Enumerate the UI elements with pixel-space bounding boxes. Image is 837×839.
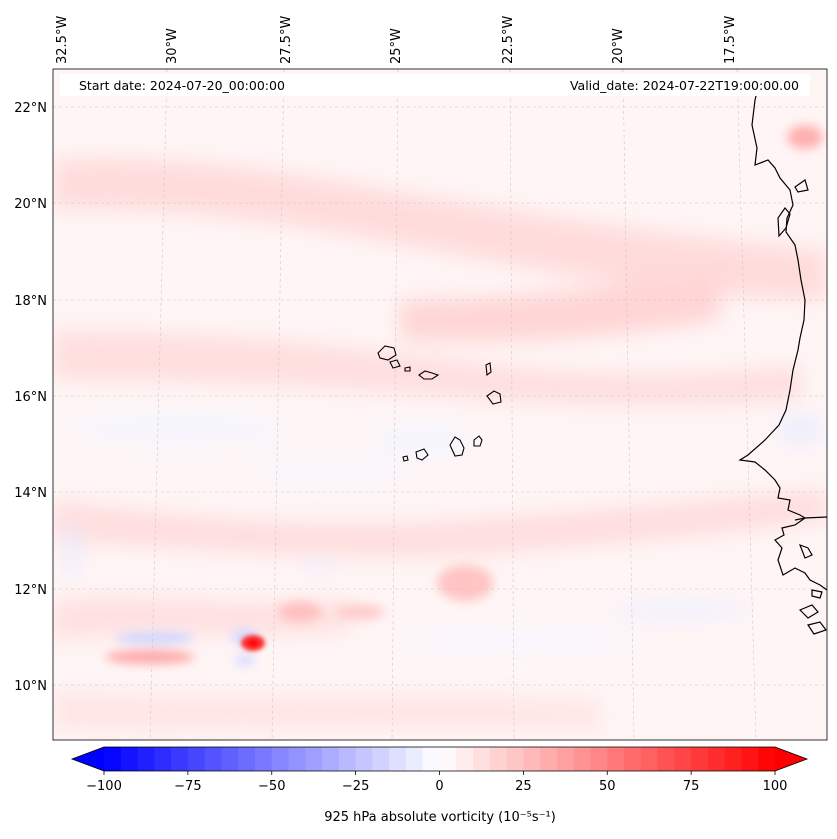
colorbar-segment — [171, 747, 189, 771]
lat-label-20n: 20°N — [14, 197, 47, 212]
start-date-label: Start date: 2024-07-20_00:00:00 — [79, 78, 285, 93]
colorbar-segment — [204, 747, 223, 771]
colorbar-max-extend — [775, 747, 807, 771]
colorbar-segment — [657, 747, 675, 771]
coastline — [738, 79, 827, 635]
colorbar-segment — [355, 747, 374, 771]
colorbar-segment — [607, 747, 625, 771]
latitude-labels: 22°N 20°N 18°N 16°N 14°N 12°N 10°N — [14, 101, 47, 694]
lat-label-12n: 12°N — [14, 583, 47, 598]
colorbar-segment — [405, 747, 424, 771]
colorbar-segment — [322, 747, 340, 771]
colorbar-segments — [104, 747, 776, 771]
colorbar-segment — [372, 747, 390, 771]
lon-label-30w: 30°W — [165, 28, 180, 64]
colorbar-segment — [724, 747, 743, 771]
colorbar-tick-label: 75 — [683, 779, 700, 794]
map-frame — [52, 68, 828, 741]
colorbar-segment — [741, 747, 759, 771]
colorbar-segment — [288, 747, 306, 771]
colorbar-segment — [707, 747, 726, 771]
colorbar-segment — [758, 747, 776, 771]
colorbar-segment — [640, 747, 659, 771]
vorticity-field — [53, 125, 827, 732]
colorbar-segment — [473, 747, 491, 771]
valid-date-label: Valid_date: 2024-07-22T19:00:00.00 — [570, 78, 799, 93]
colorbar-segment — [506, 747, 524, 771]
colorbar-segment — [137, 747, 155, 771]
colorbar-segment — [556, 747, 575, 771]
map-panel[interactable]: Start date: 2024-07-20_00:00:00 Valid_da… — [53, 69, 827, 740]
colorbar-segment — [338, 747, 357, 771]
colorbar-tick-label: 0 — [435, 779, 443, 794]
colorbar-segment — [456, 747, 474, 771]
colorbar-segment — [305, 747, 323, 771]
colorbar-segment — [254, 747, 273, 771]
longitude-labels: 32.5°W 30°W 27.5°W 25°W 22.5°W 20°W 17.5… — [55, 16, 738, 64]
colorbar-segment — [674, 747, 692, 771]
colorbar-tick-label: −25 — [342, 779, 369, 794]
colorbar-tick-label: −50 — [258, 779, 285, 794]
lat-label-22n: 22°N — [14, 101, 47, 116]
colorbar-segment — [187, 747, 206, 771]
colorbar-segment — [540, 747, 558, 771]
lat-label-10n: 10°N — [14, 679, 47, 694]
colorbar-segment — [439, 747, 457, 771]
lon-label-32-5w: 32.5°W — [55, 16, 70, 64]
lon-label-20w: 20°W — [611, 28, 626, 64]
lon-label-22-5w: 22.5°W — [501, 16, 516, 64]
colorbar: −100 −75 −50 −25 0 25 50 75 100 925 hPa absolute… — [70, 746, 809, 825]
colorbar-ticks: −100 −75 −50 −25 0 25 50 75 100 — [86, 771, 787, 794]
colorbar-segment — [154, 747, 172, 771]
colorbar-tick-label: −75 — [174, 779, 201, 794]
lon-label-27-5w: 27.5°W — [279, 16, 294, 64]
colorbar-segment — [590, 747, 608, 771]
colorbar-tick-label: −100 — [86, 779, 122, 794]
colorbar-segment — [624, 747, 642, 771]
colorbar-tick-label: 100 — [763, 779, 788, 794]
lon-label-25w: 25°W — [389, 28, 404, 64]
colorbar-segment — [573, 747, 592, 771]
colorbar-segment — [221, 747, 239, 771]
colorbar-segment — [489, 747, 508, 771]
colorbar-segment — [271, 747, 290, 771]
cape-verde-islands — [377, 345, 502, 462]
colorbar-segment — [422, 747, 441, 771]
colorbar-segment — [523, 747, 541, 771]
lat-label-16n: 16°N — [14, 390, 47, 405]
lat-label-18n: 18°N — [14, 294, 47, 309]
lat-label-14n: 14°N — [14, 486, 47, 501]
colorbar-segment — [238, 747, 256, 771]
colorbar-label: 925 hPa absolute vorticity (10⁻⁵s⁻¹) — [324, 810, 556, 825]
date-label-box — [60, 74, 810, 96]
colorbar-min-extend — [72, 747, 104, 771]
colorbar-segment — [120, 747, 139, 771]
lon-label-17-5w: 17.5°W — [723, 16, 738, 64]
graticule — [53, 69, 827, 740]
colorbar-segment — [104, 747, 122, 771]
colorbar-segment — [691, 747, 709, 771]
colorbar-tick-label: 25 — [515, 779, 532, 794]
colorbar-tick-label: 50 — [599, 779, 616, 794]
colorbar-segment — [389, 747, 407, 771]
